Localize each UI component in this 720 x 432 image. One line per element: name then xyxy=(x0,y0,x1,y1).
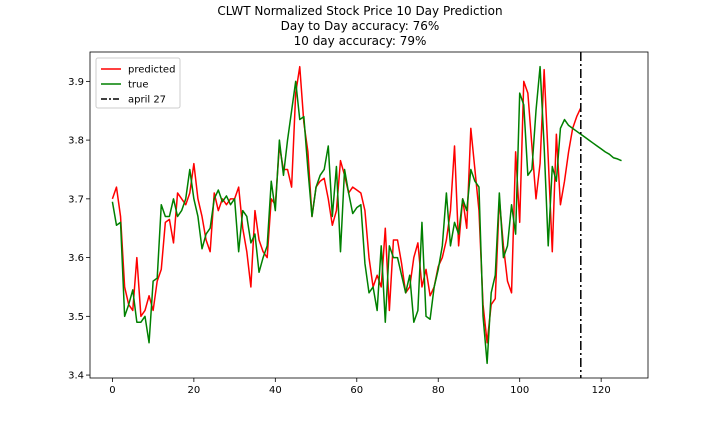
y-tick-label-4: 3.8 xyxy=(68,136,84,147)
chart-subtitle-line-1: Day to Day accuracy: 76% xyxy=(280,19,440,33)
x-tick-label-80: 80 xyxy=(432,385,445,396)
y-tick-label-3: 3.7 xyxy=(68,194,84,205)
chart-title: CLWT Normalized Stock Price 10 Day Predi… xyxy=(217,4,503,18)
legend-label-2: april 27 xyxy=(128,95,166,106)
y-tick-label-2: 3.6 xyxy=(68,253,84,264)
chart-subtitle-line-2: 10 day accuracy: 79% xyxy=(293,34,427,48)
x-tick-label-0: 0 xyxy=(109,385,115,396)
y-tick-label-1: 3.5 xyxy=(68,312,84,323)
plot-frame xyxy=(89,51,649,379)
x-tick-label-20: 20 xyxy=(187,385,200,396)
y-tick-label-0: 3.4 xyxy=(68,371,84,382)
y-tick-label-5: 3.9 xyxy=(68,77,84,88)
x-tick-label-60: 60 xyxy=(350,385,363,396)
series-line-true xyxy=(111,65,622,365)
legend-box xyxy=(95,57,181,109)
legend-label-0: predicted xyxy=(128,65,175,76)
series-line-predicted xyxy=(111,65,582,344)
x-tick-label-40: 40 xyxy=(269,385,282,396)
x-tick-label-120: 120 xyxy=(592,385,611,396)
x-tick-label-100: 100 xyxy=(510,385,529,396)
legend-label-1: true xyxy=(128,80,149,91)
